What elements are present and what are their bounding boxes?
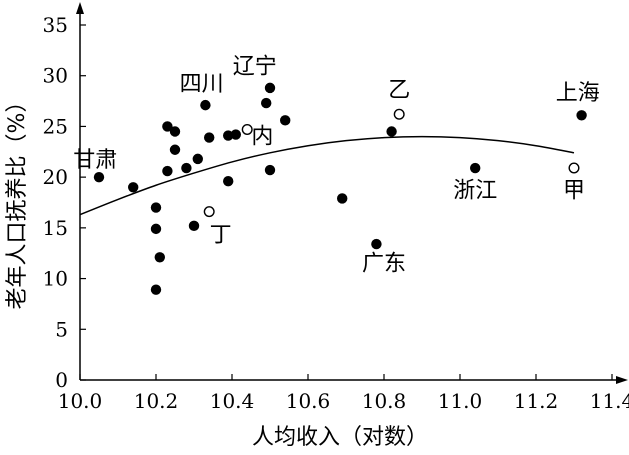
data-point-open xyxy=(241,123,253,135)
data-point xyxy=(223,176,234,187)
x-tick-label: 10.2 xyxy=(134,389,179,413)
data-point xyxy=(386,126,397,137)
point-annotation: 广东 xyxy=(362,251,406,276)
y-tick-label: 15 xyxy=(43,216,68,240)
data-point-open xyxy=(393,108,405,120)
data-point xyxy=(154,252,165,263)
points-layer xyxy=(93,82,587,295)
x-tick-label: 10.6 xyxy=(286,389,331,413)
x-tick-label: 10.4 xyxy=(210,389,255,413)
data-point xyxy=(337,193,348,204)
y-tick-label: 10 xyxy=(43,267,68,291)
data-point xyxy=(93,171,105,183)
y-tick-label: 25 xyxy=(43,114,68,138)
y-tick-label: 30 xyxy=(43,64,68,88)
data-point xyxy=(230,129,241,140)
axes: 0 5 10 15 20 25 30 35 10.0 10.2 10.4 10.6 10.8 11.0 11… xyxy=(43,2,629,413)
point-annotation: 丁 xyxy=(210,223,232,248)
point-annotation: 乙 xyxy=(388,78,410,103)
data-point xyxy=(150,202,162,213)
y-tick-label: 0 xyxy=(55,368,68,392)
data-point xyxy=(150,284,162,295)
point-annotation: 辽宁 xyxy=(233,55,277,80)
trend-curve-layer xyxy=(79,135,575,216)
data-point xyxy=(162,121,173,132)
data-point-open xyxy=(203,206,215,218)
data-point xyxy=(470,162,481,174)
x-tick-label: 11.2 xyxy=(514,389,559,413)
data-point xyxy=(204,132,215,143)
data-point xyxy=(169,126,181,137)
data-point xyxy=(223,130,234,141)
trend-curve xyxy=(79,135,575,216)
x-axis-title: 人均收入（对数） xyxy=(252,425,428,450)
y-tick-label: 20 xyxy=(43,165,68,189)
data-point xyxy=(576,110,587,121)
data-point xyxy=(264,82,276,94)
data-point xyxy=(150,223,162,235)
x-tick-label: 10.0 xyxy=(58,389,103,413)
data-point xyxy=(188,220,200,232)
data-point xyxy=(261,97,272,109)
y-axis-arrow xyxy=(76,2,84,14)
x-axis-arrow xyxy=(616,376,628,384)
data-point xyxy=(162,165,173,177)
data-point xyxy=(169,144,181,155)
data-point xyxy=(264,164,276,176)
point-annotation: 甲 xyxy=(563,178,585,203)
y-tick-label: 35 xyxy=(43,13,68,37)
data-point xyxy=(128,182,139,193)
x-tick-label: 11.0 xyxy=(438,389,483,413)
point-annotation: 甘肃 xyxy=(73,148,117,173)
data-point xyxy=(280,115,291,126)
data-point xyxy=(192,153,203,165)
point-annotation: 四川 xyxy=(180,72,224,97)
point-annotation: 上海 xyxy=(556,81,600,106)
y-tick-label: 5 xyxy=(55,317,68,341)
point-annotation: 内 xyxy=(251,125,273,150)
data-point xyxy=(200,99,211,111)
data-point xyxy=(371,238,382,250)
data-point-open xyxy=(568,162,580,174)
data-point xyxy=(181,162,192,174)
point-annotation: 浙江 xyxy=(453,178,497,203)
x-tick-label: 11.4 xyxy=(590,389,629,413)
y-axis-title: 老年人口抚养比（%） xyxy=(5,91,30,310)
x-tick-label: 10.8 xyxy=(362,389,407,413)
